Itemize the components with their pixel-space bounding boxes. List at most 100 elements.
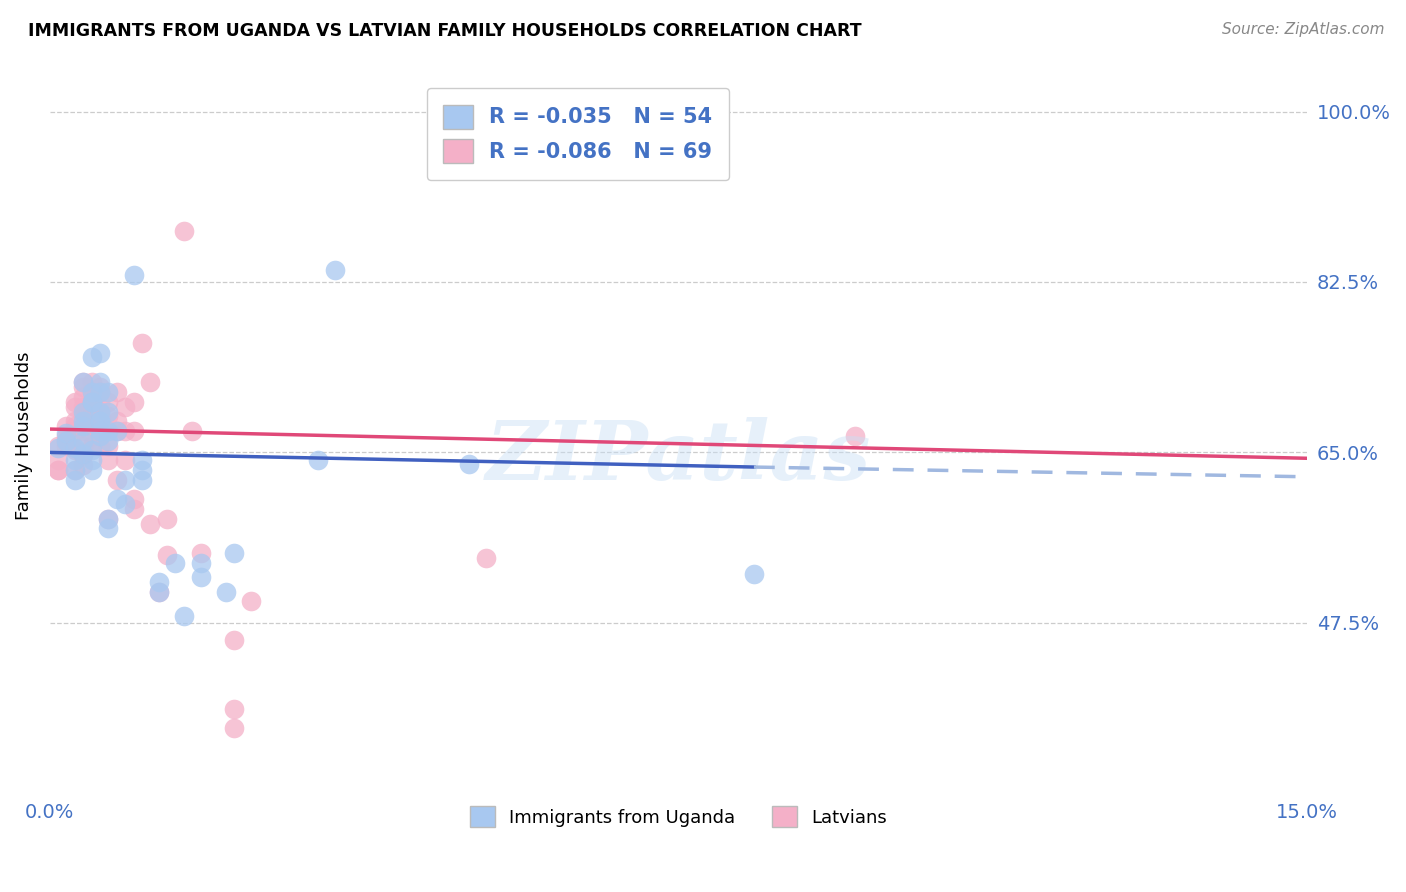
Point [55,439,77,453]
Point [72,409,94,424]
Point [63,394,86,409]
Point [131,463,153,477]
Point [224,701,246,715]
Point [190,546,212,560]
Point [474,550,496,565]
Point [72,404,94,418]
Point [89,409,111,424]
Point [89,414,111,428]
Point [89,394,111,409]
Point [89,429,111,443]
Point [742,567,765,582]
Point [46,463,69,477]
Point [131,336,153,351]
Point [80,394,103,409]
Point [224,721,246,735]
Point [122,424,145,438]
Point [72,434,94,448]
Point [148,574,170,589]
Point [131,473,153,487]
Point [89,414,111,428]
Point [105,424,128,438]
Point [97,511,120,525]
Point [190,556,212,570]
Point [307,453,329,467]
Point [122,394,145,409]
Point [89,439,111,453]
Point [55,434,77,448]
Point [46,439,69,453]
Point [46,463,69,477]
Point [97,424,120,438]
Point [105,473,128,487]
Point [105,492,128,507]
Point [63,443,86,458]
Point [55,434,77,448]
Point [215,584,238,599]
Point [72,376,94,390]
Point [89,376,111,390]
Point [80,394,103,409]
Point [55,425,77,440]
Point [63,424,86,438]
Point [97,409,120,424]
Point [97,394,120,409]
Point [173,224,195,238]
Point [139,376,162,390]
Point [80,409,103,424]
Point [114,424,136,438]
Point [46,453,69,467]
Point [148,584,170,599]
Point [72,380,94,394]
Point [46,441,69,455]
Point [72,458,94,472]
Point [114,400,136,414]
Point [181,424,204,438]
Point [63,414,86,428]
Point [89,404,111,418]
Point [80,429,103,443]
Point [72,424,94,438]
Point [844,429,866,443]
Point [72,414,94,428]
Point [72,439,94,453]
Point [89,346,111,360]
Point [72,448,94,462]
Point [457,457,479,471]
Text: ZIPatlas: ZIPatlas [485,417,872,497]
Point [80,350,103,364]
Point [323,263,346,277]
Point [122,268,145,282]
Text: IMMIGRANTS FROM UGANDA VS LATVIAN FAMILY HOUSEHOLDS CORRELATION CHART: IMMIGRANTS FROM UGANDA VS LATVIAN FAMILY… [28,22,862,40]
Point [80,463,103,477]
Point [55,419,77,434]
Point [97,521,120,535]
Point [114,473,136,487]
Point [80,419,103,434]
Point [89,385,111,400]
Point [97,404,120,418]
Point [156,511,179,525]
Point [97,453,120,467]
Point [80,394,103,409]
Point [72,400,94,414]
Point [63,463,86,477]
Point [105,385,128,400]
Point [190,570,212,584]
Point [114,497,136,511]
Point [165,556,187,570]
Point [63,463,86,477]
Point [80,385,103,400]
Y-axis label: Family Households: Family Households [15,351,32,520]
Point [89,380,111,394]
Point [239,594,262,608]
Point [72,419,94,434]
Point [97,511,120,525]
Point [131,453,153,467]
Point [72,390,94,404]
Point [105,414,128,428]
Point [122,492,145,507]
Point [224,633,246,648]
Legend: Immigrants from Uganda, Latvians: Immigrants from Uganda, Latvians [463,799,894,834]
Point [80,439,103,453]
